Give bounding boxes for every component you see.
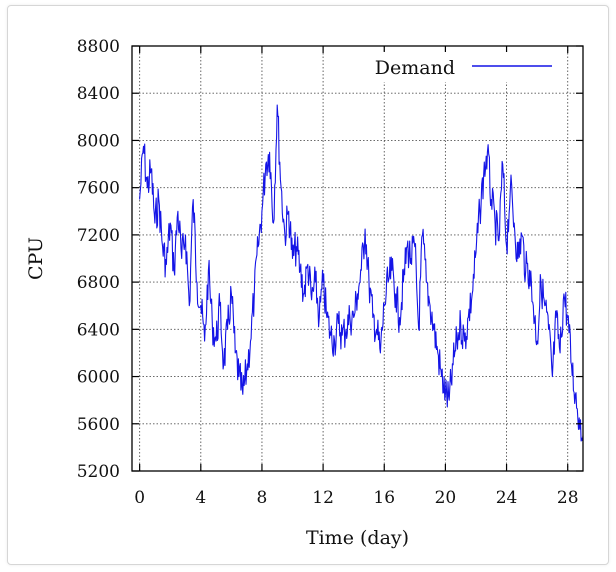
series-line-demand	[139, 104, 584, 442]
x-tick-label: 24	[496, 488, 518, 508]
y-tick-label: 7600	[77, 179, 120, 199]
tick-marks	[132, 45, 583, 472]
y-tick-label: 6000	[77, 368, 120, 388]
plot-border	[131, 45, 584, 472]
series-layer	[139, 104, 584, 442]
x-tick-label: 16	[373, 488, 395, 508]
y-tick-label: 6800	[77, 273, 120, 293]
x-tick-label: 28	[557, 488, 579, 508]
y-tick-label: 7200	[77, 226, 120, 246]
x-tick-label: 4	[195, 488, 206, 508]
legend-label-demand: Demand	[375, 57, 455, 79]
y-tick-label: 8000	[77, 131, 120, 151]
legend: Demand	[345, 52, 560, 82]
y-tick-label: 5600	[77, 415, 120, 435]
y-tick-label: 8800	[77, 37, 120, 57]
x-axis-title: Time (day)	[306, 527, 409, 549]
y-axis-title: CPU	[25, 237, 47, 280]
tick-labels: 5200 5600 6000 6400 6800 7200 7600 8000 8400 8800…	[77, 37, 579, 508]
y-tick-label: 5200	[77, 462, 120, 482]
legend-background	[345, 52, 560, 82]
x-tick-label: 20	[435, 488, 457, 508]
y-tick-label: 8400	[77, 84, 120, 104]
grid-lines	[132, 46, 583, 471]
x-tick-label: 0	[134, 488, 145, 508]
y-tick-label: 6400	[77, 320, 120, 340]
x-tick-label: 12	[312, 488, 334, 508]
x-tick-label: 8	[257, 488, 268, 508]
